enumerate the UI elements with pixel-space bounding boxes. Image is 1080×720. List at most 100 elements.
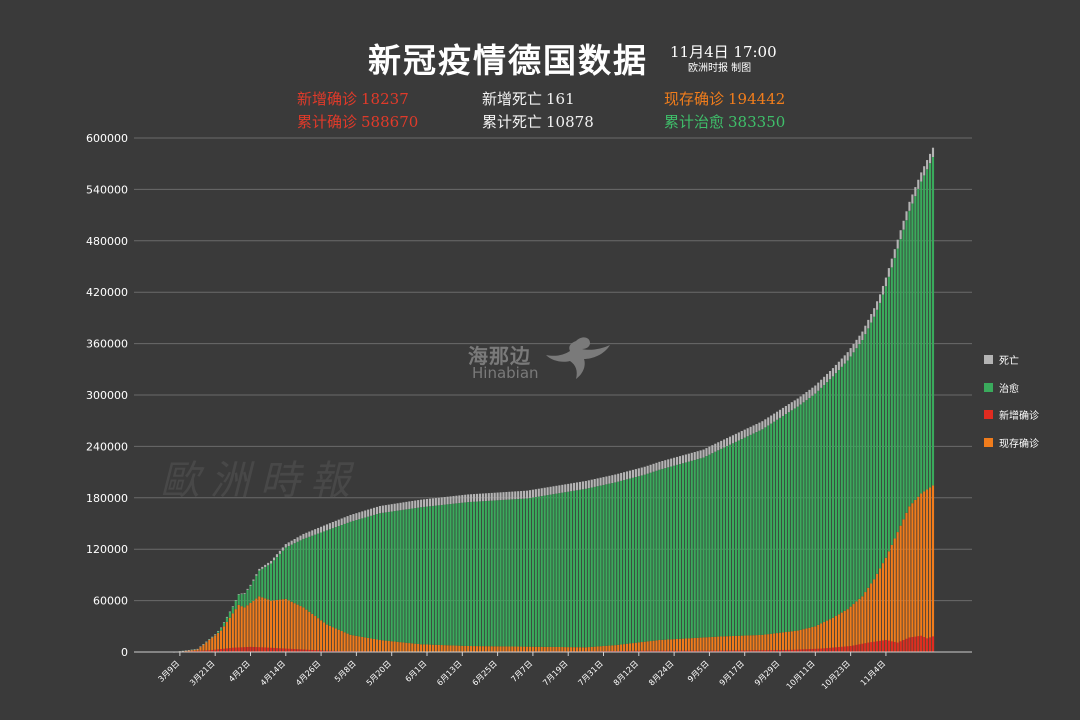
- bar-new-cases: [617, 650, 620, 652]
- bar-deaths: [540, 488, 543, 497]
- stat-total-deaths: 累计死亡 10878: [482, 111, 594, 132]
- bar-deaths: [652, 463, 655, 472]
- bar-deaths: [320, 526, 323, 533]
- bar-active: [593, 646, 596, 652]
- bar-deaths: [558, 485, 561, 494]
- bar-recovered: [793, 408, 796, 631]
- bar-new-cases: [237, 647, 240, 652]
- bar-active: [923, 491, 926, 652]
- bar-deaths: [581, 481, 584, 490]
- bar-new-cases: [281, 648, 284, 652]
- bar-active: [734, 635, 737, 652]
- bar-active: [408, 643, 411, 652]
- bar-new-cases: [643, 650, 646, 652]
- bar-recovered: [581, 489, 584, 648]
- bar-recovered: [552, 494, 555, 647]
- bar-recovered: [217, 631, 220, 633]
- bar-active: [225, 622, 229, 652]
- bar-recovered: [387, 511, 390, 641]
- bar-recovered: [584, 488, 587, 648]
- legend-swatch-recovered: [984, 383, 993, 392]
- bar-deaths: [846, 352, 849, 361]
- bar-active: [543, 646, 546, 652]
- bar-recovered: [873, 316, 876, 580]
- bar-recovered: [743, 437, 746, 636]
- bar-active: [184, 650, 187, 652]
- bar-active: [499, 646, 502, 652]
- bar-recovered: [814, 393, 817, 627]
- x-tick-label: 8月12日: [612, 659, 640, 687]
- bar-deaths: [246, 588, 249, 590]
- bar-new-cases: [873, 641, 876, 652]
- bar-deaths: [411, 500, 414, 509]
- bar-recovered: [408, 508, 411, 644]
- bar-active: [502, 646, 505, 652]
- bar-active: [623, 644, 626, 652]
- bar-active: [384, 640, 387, 652]
- bar-deaths: [864, 325, 867, 335]
- bar-recovered: [684, 462, 687, 639]
- bar-deaths: [452, 496, 455, 504]
- bar-active: [690, 638, 693, 652]
- bar-recovered: [446, 504, 449, 646]
- bar-deaths: [190, 649, 193, 651]
- bar-new-cases: [214, 649, 217, 652]
- bar-deaths: [534, 489, 537, 497]
- bar-active: [461, 645, 464, 652]
- legend-label-new-cases: 新增确诊: [999, 411, 1039, 422]
- bar-recovered: [534, 496, 537, 647]
- bar-deaths: [876, 301, 879, 310]
- stat-recovered: 累计治愈 383350: [664, 111, 785, 132]
- bar-deaths: [646, 465, 649, 474]
- bar-deaths: [220, 627, 223, 629]
- bar-active: [931, 485, 935, 652]
- bar-deaths: [514, 491, 517, 500]
- bar-new-cases: [222, 648, 226, 652]
- bar-recovered: [720, 448, 723, 637]
- y-tick-label: 480000: [86, 235, 128, 248]
- bar-recovered: [678, 464, 682, 639]
- bar-recovered: [808, 397, 811, 628]
- bar-recovered: [481, 501, 484, 647]
- bar-recovered: [314, 534, 317, 617]
- bar-new-cases: [828, 647, 832, 652]
- bar-new-cases: [717, 650, 720, 652]
- bar-deaths: [417, 500, 420, 508]
- bar-deaths: [464, 494, 467, 503]
- bar-deaths: [384, 505, 387, 513]
- bar-deaths: [670, 458, 673, 467]
- bar-new-cases: [234, 647, 237, 652]
- bar-deaths: [684, 454, 687, 463]
- bar-recovered: [546, 495, 549, 647]
- bar-recovered: [405, 509, 408, 643]
- bar-new-cases: [299, 649, 302, 652]
- bar-recovered: [434, 505, 437, 645]
- bar-active: [205, 642, 208, 652]
- bar-recovered: [464, 502, 467, 646]
- bar-active: [752, 635, 755, 652]
- bar-deaths: [490, 492, 493, 501]
- bar-active: [670, 639, 673, 652]
- bar-active: [390, 641, 393, 652]
- bar-deaths: [611, 475, 614, 484]
- bar-new-cases: [858, 644, 861, 652]
- bar-recovered: [881, 294, 885, 564]
- bar-recovered: [264, 567, 267, 599]
- bar-recovered: [528, 497, 532, 647]
- bar-recovered: [308, 536, 311, 612]
- bar-active: [508, 646, 511, 652]
- bar-active: [793, 630, 796, 652]
- bar-active: [840, 612, 843, 652]
- bar-recovered: [628, 478, 632, 644]
- bar-deaths: [726, 438, 729, 447]
- bar-active: [773, 633, 776, 652]
- bar-active: [755, 635, 758, 652]
- bar-active: [678, 638, 682, 652]
- bar-recovered: [231, 606, 234, 614]
- bar-active: [314, 616, 317, 652]
- bar-recovered: [758, 430, 761, 635]
- bar-new-cases: [926, 638, 929, 652]
- bar-recovered: [422, 506, 426, 645]
- bar-recovered: [826, 382, 829, 621]
- bar-deaths: [858, 335, 861, 345]
